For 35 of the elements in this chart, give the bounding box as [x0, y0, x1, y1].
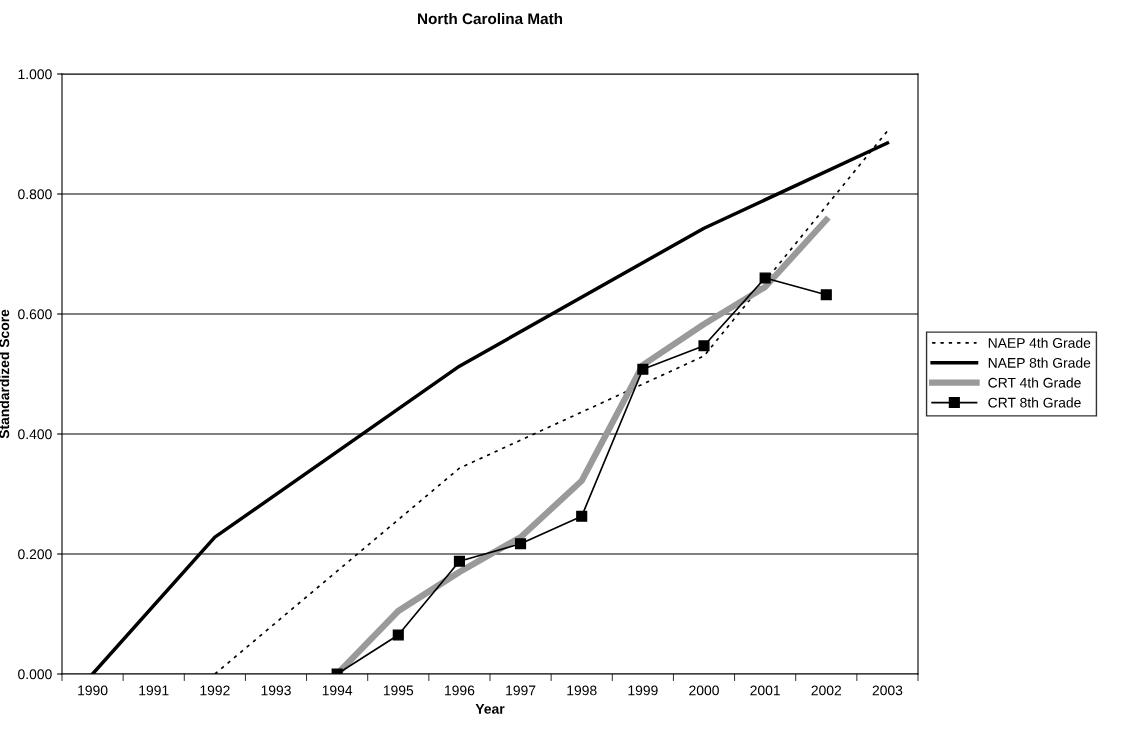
legend-label: NAEP 8th Grade: [988, 357, 1091, 368]
x-tick-label: 1996: [445, 685, 475, 696]
legend-label: NAEP 4th Grade: [988, 337, 1091, 348]
x-tick-label: 1994: [322, 685, 353, 696]
point: [453, 555, 465, 567]
point: [820, 289, 832, 301]
chart-title: North Carolina Math: [418, 12, 563, 25]
y-axis-title: Standardized Score: [0, 309, 10, 439]
x-tick-label: 2001: [750, 685, 780, 696]
x-axis-title: Year: [475, 704, 505, 714]
x-tick-label: 1999: [628, 685, 658, 696]
y-tick-label: 0.200: [18, 549, 52, 560]
point: [392, 629, 404, 641]
x-tick-label: 1991: [139, 685, 169, 696]
y-tick-label: 1.000: [18, 69, 52, 80]
x-tick-label: 2003: [872, 685, 903, 696]
x-tick-label: 1992: [200, 685, 230, 696]
x-tick-label: 1993: [261, 685, 291, 696]
y-tick-label: 0.800: [18, 189, 52, 200]
point: [698, 340, 710, 352]
x-tick-label: 2002: [811, 685, 842, 696]
x-tick-label: 2000: [689, 685, 719, 696]
x-tick-label: 1995: [383, 685, 414, 696]
y-tick-label: 0.000: [18, 669, 52, 680]
legend-label: CRT 8th Grade: [988, 397, 1081, 408]
point: [759, 272, 771, 284]
legend-label: CRT 4th Grade: [988, 377, 1081, 388]
y-tick-label: 0.400: [18, 429, 52, 440]
y-tick-label: 0.600: [18, 309, 52, 320]
x-tick-label: 1990: [78, 685, 108, 696]
point: [576, 510, 588, 522]
x-tick-label: 1997: [506, 685, 536, 696]
point: [515, 538, 527, 550]
x-tick-label: 1998: [567, 685, 597, 696]
point: [637, 363, 649, 375]
